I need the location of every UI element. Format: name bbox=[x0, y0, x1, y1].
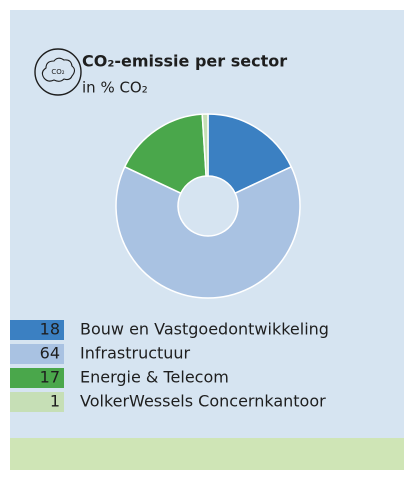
pie-slice bbox=[115, 165, 301, 299]
pie-slice bbox=[123, 113, 207, 195]
icon: CO₂ bbox=[34, 48, 82, 96]
legend-label: Bouw en Vastgoedontwikkeling bbox=[80, 320, 329, 339]
chart-subtitle: in % CO₂ bbox=[82, 79, 148, 97]
pie-slice bbox=[207, 113, 293, 195]
chart-title: CO₂-emissie per sector bbox=[82, 52, 287, 71]
icon-circle bbox=[34, 48, 82, 96]
legend-swatch bbox=[10, 344, 64, 364]
icon-cloud bbox=[41, 57, 76, 82]
legend-swatch bbox=[10, 368, 64, 388]
icon-label: CO₂ bbox=[51, 68, 64, 76]
legend-value: 17 bbox=[40, 368, 60, 387]
legend-label: VolkerWessels Concernkantoor bbox=[80, 392, 326, 411]
panel bbox=[10, 10, 404, 438]
legend-value: 18 bbox=[40, 320, 60, 339]
legend-swatch bbox=[10, 392, 64, 412]
legend-label: Energie & Telecom bbox=[80, 368, 229, 387]
legend-value: 64 bbox=[40, 344, 60, 363]
legend-label: Infrastructuur bbox=[80, 344, 191, 363]
legend-value: 1 bbox=[50, 392, 60, 411]
footer-band bbox=[10, 438, 404, 470]
legend-swatch bbox=[10, 320, 64, 340]
pie-slice bbox=[201, 113, 209, 177]
